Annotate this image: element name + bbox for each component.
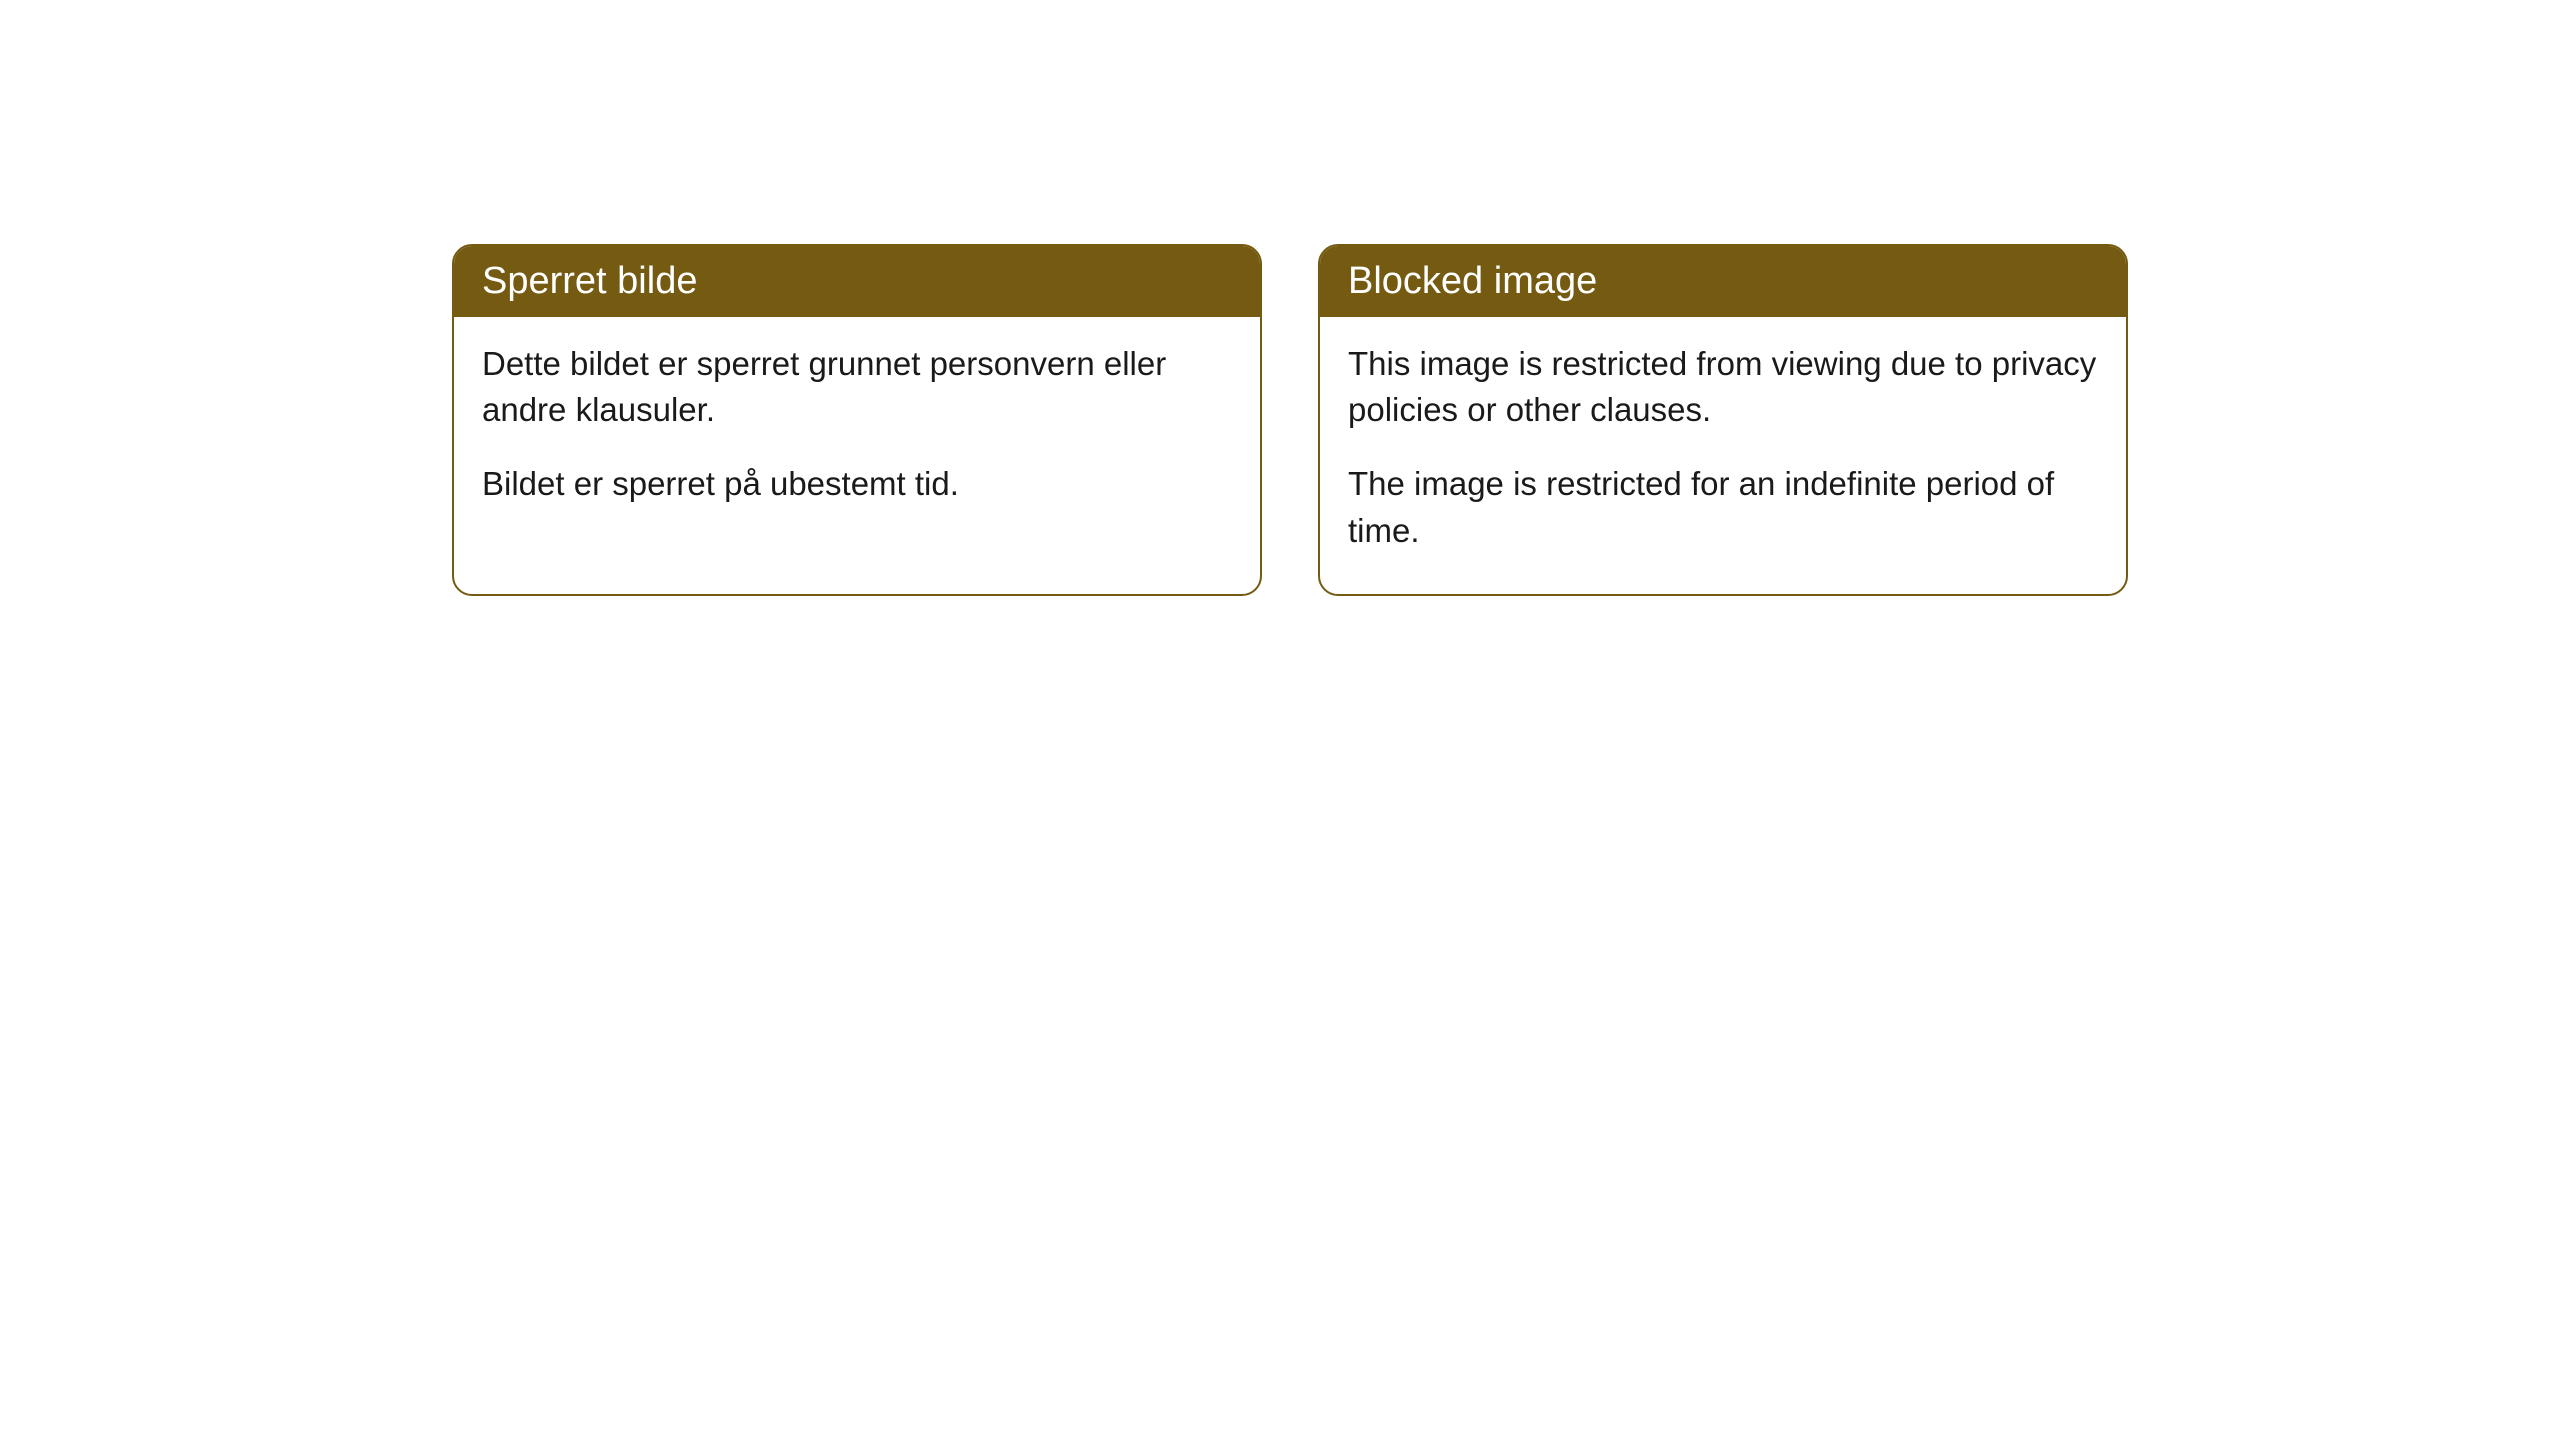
card-paragraph-2-no: Bildet er sperret på ubestemt tid. <box>482 461 1232 507</box>
card-header-no: Sperret bilde <box>454 246 1260 317</box>
card-paragraph-1-no: Dette bildet er sperret grunnet personve… <box>482 341 1232 433</box>
blocked-image-card-en: Blocked image This image is restricted f… <box>1318 244 2128 596</box>
card-paragraph-2-en: The image is restricted for an indefinit… <box>1348 461 2098 553</box>
card-body-en: This image is restricted from viewing du… <box>1320 317 2126 594</box>
blocked-image-card-no: Sperret bilde Dette bildet er sperret gr… <box>452 244 1262 596</box>
card-header-en: Blocked image <box>1320 246 2126 317</box>
cards-container: Sperret bilde Dette bildet er sperret gr… <box>0 0 2560 596</box>
card-paragraph-1-en: This image is restricted from viewing du… <box>1348 341 2098 433</box>
card-body-no: Dette bildet er sperret grunnet personve… <box>454 317 1260 548</box>
